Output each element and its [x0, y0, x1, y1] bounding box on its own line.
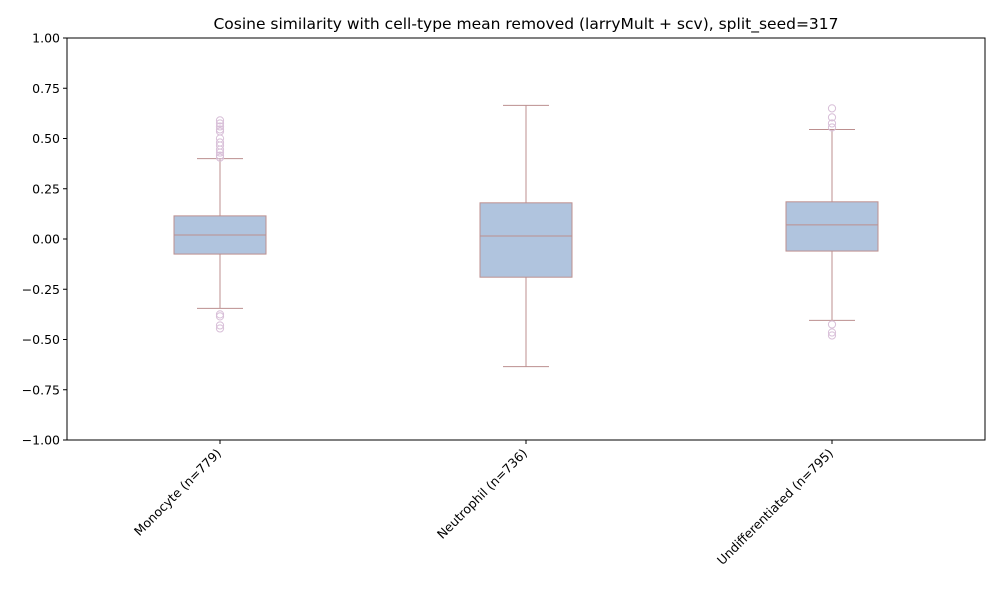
outlier-point: [215, 122, 225, 131]
outlier-point: [215, 321, 225, 330]
y-tick-label: 0.25: [32, 181, 60, 196]
outlier-point: [827, 331, 837, 340]
outlier-point: [215, 148, 225, 157]
outlier-point: [827, 113, 837, 122]
axes-frame: [66, 37, 986, 441]
y-tick-label: −0.50: [22, 332, 60, 347]
outlier-point: [215, 119, 225, 128]
outlier-point: [215, 324, 225, 333]
y-tick-label: −0.25: [22, 282, 60, 297]
y-tick-label: 0.75: [32, 81, 60, 96]
x-tick-label: Undifferentiated (n=795): [714, 446, 836, 568]
outlier-point: [827, 328, 837, 337]
outlier-point: [215, 312, 225, 321]
outlier-point: [215, 125, 225, 134]
y-tick-label: −0.75: [22, 382, 60, 397]
y-tick-label: −1.00: [22, 433, 60, 448]
box-group: [173, 116, 267, 333]
iqr-box: [479, 202, 573, 278]
x-tick-label: Monocyte (n=779): [131, 446, 224, 539]
outlier-point: [215, 151, 225, 160]
outlier-point: [827, 320, 837, 329]
outlier-point: [215, 116, 225, 125]
y-tick-label: 0.50: [32, 131, 60, 146]
x-tick-label: Neutrophil (n=736): [434, 446, 530, 542]
outlier-point: [215, 153, 225, 162]
y-tick-label: 0.00: [32, 232, 60, 247]
plot-area: −1.00 −0.75 −0.50 −0.25 0.00 0.25 0.50 0.75 1.00…: [22, 31, 879, 568]
outlier-point: [827, 123, 837, 132]
outlier-point: [215, 310, 225, 319]
box-group: [479, 104, 573, 368]
iqr-box: [785, 201, 879, 252]
y-tick-label: 1.00: [32, 31, 60, 46]
outlier-point: [827, 104, 837, 113]
outlier-point: [827, 119, 837, 128]
chart-title: Cosine similarity with cell-type mean re…: [213, 15, 838, 34]
box-group: [785, 104, 879, 340]
outlier-point: [215, 145, 225, 154]
